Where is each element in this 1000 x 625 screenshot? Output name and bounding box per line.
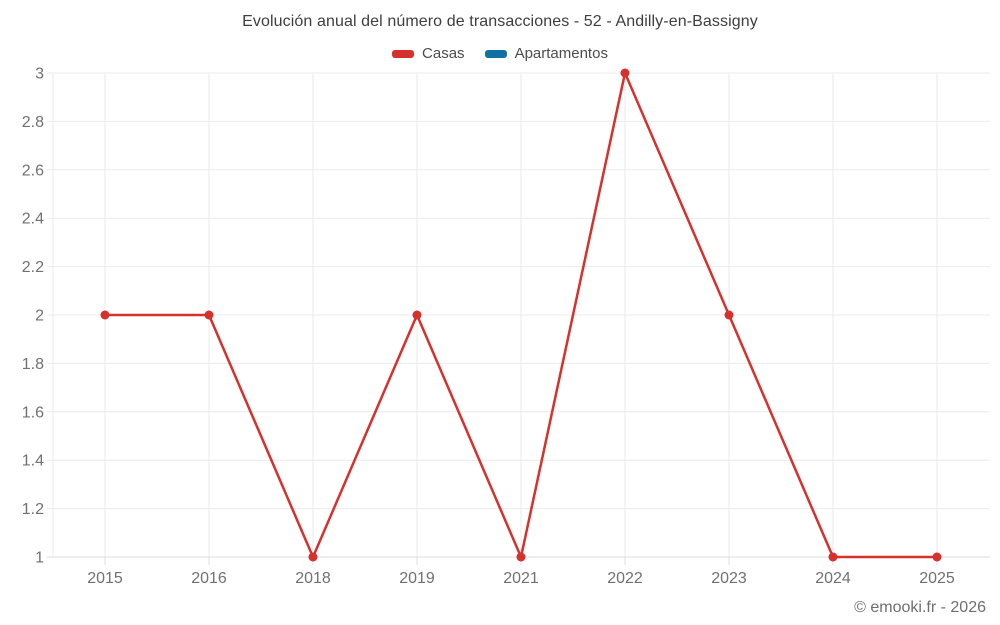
x-tick-label: 2022: [607, 570, 643, 587]
x-tick-label: 2019: [399, 570, 435, 587]
chart-title: Evolución anual del número de transaccio…: [242, 13, 758, 30]
y-tick-label: 1.2: [22, 501, 44, 518]
data-point-casas-2023[interactable]: [724, 310, 734, 320]
y-tick-label: 1.4: [22, 453, 44, 470]
x-tick-label: 2016: [191, 570, 227, 587]
y-tick-label: 2: [35, 308, 44, 325]
legend-item-casas[interactable]: Casas: [392, 45, 465, 62]
legend-label-apartamentos: Apartamentos: [514, 45, 608, 62]
data-point-casas-2019[interactable]: [412, 310, 422, 320]
x-tick-label: 2018: [295, 570, 331, 587]
data-point-casas-2025[interactable]: [932, 552, 942, 562]
y-tick-label: 1: [35, 550, 44, 567]
data-point-casas-2024[interactable]: [828, 552, 838, 562]
footer-credit: © emooki.fr - 2026: [854, 599, 986, 616]
y-tick-label: 1.8: [22, 356, 44, 373]
y-tick-label: 2.2: [22, 259, 44, 276]
y-tick-label: 2.6: [22, 162, 44, 179]
y-tick-label: 1.6: [22, 404, 44, 421]
y-tick-label: 3: [35, 66, 44, 83]
legend-swatch-apartamentos: [484, 49, 507, 58]
data-point-casas-2015[interactable]: [100, 310, 110, 320]
y-tick-label: 2.4: [22, 211, 44, 228]
legend-item-apartamentos[interactable]: Apartamentos: [484, 45, 608, 62]
data-point-casas-2016[interactable]: [204, 310, 214, 320]
legend-label-casas: Casas: [422, 45, 465, 62]
data-point-casas-2021[interactable]: [516, 552, 526, 562]
data-point-casas-2018[interactable]: [308, 552, 318, 562]
y-tick-label: 2.8: [22, 114, 44, 131]
x-tick-label: 2015: [87, 570, 123, 587]
data-point-casas-2022[interactable]: [620, 68, 630, 78]
x-tick-label: 2021: [503, 570, 539, 587]
x-tick-label: 2025: [919, 570, 955, 587]
x-tick-label: 2023: [711, 570, 747, 587]
x-tick-label: 2024: [815, 570, 851, 587]
legend-swatch-casas: [392, 49, 415, 58]
legend: Casas Apartamentos: [0, 45, 1000, 62]
